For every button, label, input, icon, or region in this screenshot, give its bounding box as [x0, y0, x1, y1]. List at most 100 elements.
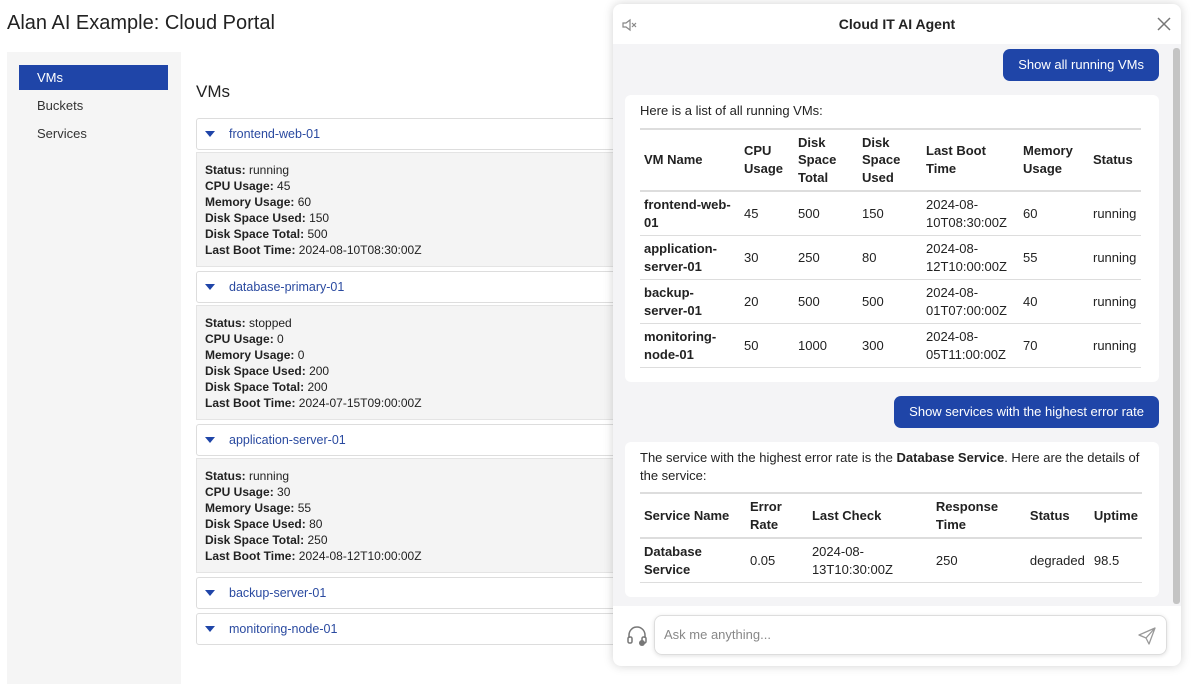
table-cell: 60	[1019, 191, 1089, 236]
column-header: Status	[1025, 492, 1090, 539]
detail-label: Memory Usage:	[205, 195, 295, 209]
nav-item[interactable]: VMs	[19, 65, 168, 90]
detail-value: 200	[309, 364, 330, 378]
column-header: Last Boot Time	[922, 127, 1019, 192]
data-table: Service Name Error Rate Last Check Response…	[640, 492, 1142, 583]
nav-item[interactable]: Services	[37, 126, 87, 141]
table-cell: 50	[740, 323, 794, 368]
nav-item[interactable]: Buckets	[37, 98, 84, 113]
table-row: application-server-01 30 250 80 2024-08-12T1…	[640, 235, 1141, 280]
detail-label: Last Boot Time:	[205, 549, 296, 563]
scrollbar[interactable]	[1173, 48, 1180, 604]
table-cell: 250	[931, 538, 1026, 583]
detail-line: CPU Usage: 0	[205, 331, 647, 347]
detail-line: Disk Space Total: 200	[205, 379, 647, 395]
vm-header[interactable]: backup-server-01	[196, 577, 656, 609]
table-row: monitoring-node-01 50 1000 300 2024-08-05T11…	[640, 323, 1141, 368]
vm-details: Status: running CPU Usage: 45 Memory Usage…	[196, 152, 656, 267]
vm-name: backup-server-01	[229, 586, 327, 600]
user-message[interactable]: Show all running VMs	[1003, 49, 1159, 81]
message-text: Here is a list of all running VMs:	[640, 102, 1142, 120]
detail-label: Last Boot Time:	[205, 243, 296, 257]
table-cell: 0.05	[745, 538, 808, 583]
table-row: backup-server-01 20 500 500 2024-08-01T07:00…	[640, 279, 1141, 324]
text-part: The service with the highest error rate …	[640, 450, 897, 465]
detail-line: Status: stopped	[205, 315, 647, 331]
column-header: Disk Space Used	[858, 127, 922, 192]
table-cell: running	[1089, 279, 1141, 324]
table-cell: 2024-08-13T10:30:00Z	[807, 538, 932, 583]
message-text: The service with the highest error rate …	[640, 449, 1142, 484]
detail-label: Disk Space Total:	[205, 227, 305, 241]
detail-line: Last Boot Time: 2024-08-12T10:00:00Z	[205, 548, 647, 564]
column-header: Disk Space Total	[794, 127, 858, 192]
table-cell: 30	[740, 235, 794, 280]
vm-name: monitoring-node-01	[229, 622, 338, 636]
detail-value: 500	[307, 227, 328, 241]
caret	[205, 131, 215, 137]
column-header: Memory Usage	[1019, 127, 1089, 192]
text-part: Show all running VMs	[1018, 57, 1144, 72]
chat-input[interactable]: Ask me anything...	[654, 615, 1167, 655]
table-cell: monitoring-node-01	[640, 323, 740, 368]
column-header: Response Time	[931, 492, 1026, 539]
table-cell: 500	[794, 279, 858, 324]
column-header: Error Rate	[745, 492, 808, 539]
detail-value: 250	[307, 533, 328, 547]
detail-value: 0	[297, 348, 305, 362]
table-cell: 45	[740, 191, 794, 236]
table-cell: 70	[1019, 323, 1089, 368]
vm-list: frontend-web-01 Status: running CPU Usage:…	[196, 118, 656, 649]
chat-title: Cloud IT AI Agent	[838, 16, 956, 32]
detail-label: CPU Usage:	[205, 485, 274, 499]
vm-header[interactable]: monitoring-node-01	[196, 613, 656, 645]
detail-value: 80	[309, 517, 323, 531]
detail-value: 60	[297, 195, 312, 209]
chat-panel: Cloud IT AI Agent Show all running VMs He…	[613, 4, 1181, 666]
table-cell: Database Service	[640, 538, 746, 583]
table-cell: 150	[858, 191, 922, 236]
agent-icon[interactable]	[626, 625, 648, 647]
page-title: Alan AI Example: Cloud Portal	[7, 12, 275, 34]
table-cell: 250	[794, 235, 858, 280]
detail-line: Disk Space Total: 500	[205, 226, 647, 242]
close-button[interactable]	[1157, 17, 1171, 31]
agent-message: Here is a list of all running VMs: VM Nam…	[625, 95, 1159, 382]
detail-line: Disk Space Used: 200	[205, 363, 647, 379]
detail-line: Memory Usage: 0	[205, 347, 647, 363]
mute-button[interactable]	[621, 17, 637, 33]
column-header: Last Check	[807, 492, 932, 539]
detail-line: Memory Usage: 60	[205, 194, 647, 210]
user-message[interactable]: Show services with the highest error rat…	[894, 396, 1159, 428]
detail-value: running	[249, 469, 290, 483]
table-cell: running	[1089, 323, 1141, 368]
table-cell: 500	[858, 279, 922, 324]
detail-label: Disk Space Used:	[205, 364, 306, 378]
detail-label: Memory Usage:	[205, 501, 295, 515]
detail-line: Memory Usage: 55	[205, 500, 647, 516]
column-header: CPU Usage	[740, 127, 794, 192]
caret	[205, 626, 215, 632]
vm-header[interactable]: application-server-01	[196, 424, 656, 456]
vm-header[interactable]: frontend-web-01	[196, 118, 656, 150]
table-cell: 2024-08-01T07:00:00Z	[922, 279, 1019, 324]
detail-value: 0	[277, 332, 284, 346]
detail-label: Status:	[205, 316, 246, 330]
detail-label: Status:	[205, 469, 246, 483]
table-row: Database Service 0.05 2024-08-13T10:30:00Z…	[640, 538, 1142, 583]
text-part: . Here are the details of the service:	[640, 450, 1140, 483]
column-header: Service Name	[640, 492, 746, 539]
table-cell: 2024-08-05T11:00:00Z	[922, 323, 1019, 368]
detail-label: Last Boot Time:	[205, 396, 296, 410]
detail-value: 45	[277, 179, 291, 193]
message-text: Show services with the highest error rat…	[909, 404, 1144, 419]
detail-line: Disk Space Used: 150	[205, 210, 647, 226]
chat-messages: Show all running VMs Here is a list of al…	[613, 44, 1181, 606]
vm-name: frontend-web-01	[229, 127, 321, 141]
table-cell: 1000	[794, 323, 858, 368]
detail-value: 200	[307, 380, 328, 394]
vm-header[interactable]: database-primary-01	[196, 271, 656, 303]
send-button[interactable]	[1138, 627, 1156, 645]
table-cell: application-server-01	[640, 235, 740, 280]
